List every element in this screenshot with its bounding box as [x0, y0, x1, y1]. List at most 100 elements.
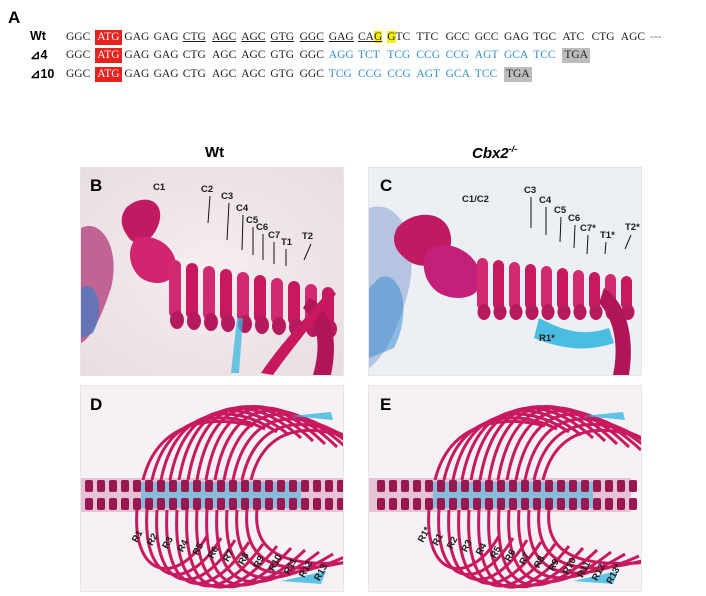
vertebra-segment — [265, 480, 273, 492]
rib-label: R3 — [459, 538, 474, 554]
vertebra-segment — [289, 498, 297, 510]
vertebra-segment — [229, 480, 237, 492]
codon: AGC — [212, 31, 237, 43]
panel-a-letter: A — [8, 8, 21, 27]
upper-rib — [496, 406, 631, 481]
vertebra-label: C3 — [524, 185, 536, 196]
codon: GCA — [445, 68, 470, 80]
rib-label: R5 — [191, 541, 207, 558]
rib-label: R3 — [160, 535, 175, 551]
rib-label: R2 — [145, 532, 160, 548]
panel-e-letter: E — [380, 395, 392, 414]
vertebra-segment — [485, 480, 493, 492]
rib-label: R7 — [221, 548, 236, 564]
vertebra-segment — [145, 498, 153, 510]
codon: CCG — [416, 49, 441, 61]
codon: TCC — [474, 68, 498, 80]
codon: GAG — [328, 31, 354, 43]
vertebra-shape — [237, 272, 249, 322]
vertebra-segment — [569, 498, 577, 510]
vertebra-label: C4 — [539, 195, 552, 206]
codon: CCG — [387, 68, 411, 80]
vertebral-body-shape — [509, 304, 523, 320]
codon: CCG — [358, 68, 382, 80]
vertebra-segment — [389, 498, 397, 510]
vertebra-segment — [193, 498, 201, 510]
vertebral-body-shape — [170, 311, 184, 329]
vertebra-segment — [85, 498, 93, 510]
vertebra-label: C6 — [256, 222, 268, 233]
vertebra-label: R1* — [539, 333, 555, 344]
label-leader-line — [604, 241, 607, 255]
vertebra-segment — [289, 480, 297, 492]
upper-rib — [204, 406, 339, 481]
panel-c-letter: C — [380, 176, 393, 195]
vertebra-segment — [121, 480, 129, 492]
lower-rib — [467, 509, 557, 588]
vertebra-segment — [521, 498, 529, 510]
vertebra-label: C1/C2 — [462, 194, 489, 205]
vertebra-shape — [525, 264, 536, 310]
vertebra-segment — [169, 480, 177, 492]
label-leader-line — [241, 214, 244, 251]
codon: AGT — [474, 49, 499, 61]
vertebra-segment — [533, 480, 541, 492]
lower-rib — [175, 509, 265, 588]
codon: GAG — [124, 31, 150, 43]
upper-rib — [240, 423, 343, 481]
vertebra-segment — [605, 498, 613, 510]
vertebra-shape — [186, 263, 198, 319]
codon: CTG — [182, 68, 206, 80]
codon: TCG — [387, 49, 411, 61]
vertebra-segment — [437, 498, 445, 510]
vertebra-segment — [437, 480, 445, 492]
codon: TCT — [358, 49, 380, 61]
codon: GAG — [124, 68, 150, 80]
panel-d-photo: R1 R2 R3 R4 R5 R6 R7 R8 R9 R10 R11 R12 R13 — [80, 385, 344, 592]
codon: GAG — [153, 31, 179, 43]
codon: AGC — [212, 68, 237, 80]
rib-label: R6 — [206, 545, 221, 561]
vertebra-segment — [301, 498, 309, 510]
vertebra-label: T2* — [625, 222, 640, 233]
upper-rib — [231, 417, 343, 481]
vertebra-segment — [413, 498, 421, 510]
lower-rib — [477, 509, 571, 589]
vertebral-body-shape — [493, 304, 507, 320]
codon: GCC — [474, 31, 499, 43]
upper-rib — [532, 423, 641, 481]
vertebra-segment — [241, 480, 249, 492]
panel-e-photo: R1* R1 R2 R3 R4 R5 R6 R7 R8 R9 R10 R11 R12 R13* — [368, 385, 642, 592]
codon: TGC — [533, 31, 557, 43]
vertebra-segment — [109, 480, 117, 492]
vertebra-segment — [325, 480, 333, 492]
vertebra-shape — [254, 275, 266, 323]
codon: GTG — [270, 31, 295, 43]
vertebra-segment — [377, 498, 385, 510]
vertebra-segment — [229, 498, 237, 510]
vertebra-segment — [377, 480, 385, 492]
vertebra-label: C4 — [236, 203, 249, 214]
rib-label: R7 — [517, 551, 532, 567]
rib-label: R2 — [445, 535, 460, 551]
vertebral-body-shape — [477, 304, 491, 320]
codon: GGC — [66, 49, 91, 61]
codon: ATG — [95, 67, 122, 82]
vertebra-shape — [203, 266, 215, 320]
codon: GTC — [387, 31, 411, 43]
seq-label-wt: Wt — [30, 29, 46, 43]
codon: AGC — [241, 49, 266, 61]
vertebra-segment — [581, 480, 589, 492]
rib-label: R8 — [532, 554, 547, 570]
vertebra-segment — [337, 480, 343, 492]
vertebral-body-shape — [541, 304, 555, 320]
vertebra-segment — [313, 498, 321, 510]
vertebra-segment — [473, 480, 481, 492]
vertebra-label: C3 — [221, 191, 233, 202]
codon: GGC — [299, 31, 324, 43]
vertebra-segment — [97, 480, 105, 492]
codon: ATG — [95, 30, 122, 45]
vertebra-segment — [461, 480, 469, 492]
vertebra-label: C7 — [268, 230, 280, 241]
